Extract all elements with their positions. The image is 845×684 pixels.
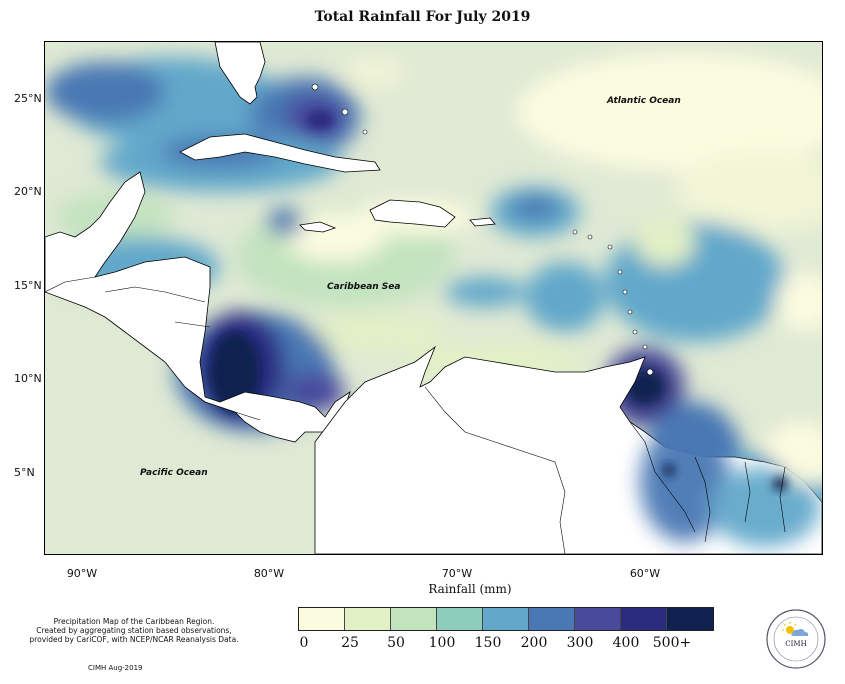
legend-swatch (391, 608, 437, 630)
legend-tick-label: 0 (299, 635, 309, 651)
x-tick-80w: 80°W (253, 567, 285, 580)
legend-tick-label: 500+ (652, 635, 692, 651)
legend-title: Rainfall (mm) (428, 582, 512, 596)
land-hispaniola (369, 199, 456, 228)
legend-tick-label: 50 (387, 635, 405, 651)
legend-swatch (529, 608, 575, 630)
legend-swatch (621, 608, 667, 630)
caribbean-sea-label: Caribbean Sea (327, 282, 401, 292)
legend-tick-label: 150 (474, 635, 502, 651)
x-tick-70w: 70°W (441, 567, 473, 580)
x-tick-60w: 60°W (629, 567, 661, 580)
legend-colorbar (298, 607, 714, 631)
legend-tick-label: 400 (612, 635, 640, 651)
y-tick-10n: 10°N (14, 372, 42, 385)
pacific-ocean-label: Pacific Ocean (140, 468, 208, 478)
lesser-antilles (311, 83, 654, 376)
rainfall-map: Atlantic Ocean Caribbean Sea Pacific Oce… (44, 41, 823, 555)
land-puerto-rico (469, 217, 496, 227)
caption-line-3: provided by CariCOF, with NCEP/NCAR Rean… (29, 635, 239, 644)
land-cuba (179, 133, 381, 173)
legend-tick-label: 300 (566, 635, 594, 651)
legend-tick-label: 100 (428, 635, 456, 651)
guiana-rain (640, 422, 822, 547)
cimh-logo: CIMH (765, 608, 827, 670)
legend-swatch (345, 608, 391, 630)
rainfall-darkcore (210, 110, 786, 490)
legend-swatch (437, 608, 483, 630)
rainfall-map-svg (45, 42, 822, 554)
legend-swatch (299, 608, 345, 630)
legend-tick-label: 25 (341, 635, 359, 651)
y-tick-5n: 5°N (14, 466, 35, 479)
legend-swatch (483, 608, 529, 630)
y-tick-20n: 20°N (14, 185, 42, 198)
sun-cloud-icon: CIMH (766, 609, 826, 669)
credit-text: CIMH Aug-2019 (88, 664, 143, 672)
x-tick-90w: 90°W (66, 567, 98, 580)
country-borders (45, 276, 786, 554)
land-central-america (45, 171, 351, 443)
legend-swatch (575, 608, 621, 630)
guiana-core (663, 464, 787, 491)
y-tick-15n: 15°N (14, 279, 42, 292)
map-caption: Precipitation Map of the Caribbean Regio… (14, 617, 254, 644)
caption-line-1: Precipitation Map of the Caribbean Regio… (53, 617, 215, 626)
land-florida (214, 42, 266, 105)
logo-text: CIMH (785, 640, 806, 648)
legend-swatch (667, 608, 713, 630)
land-jamaica (299, 221, 337, 233)
caption-line-2: Created by aggregating station based obs… (36, 626, 232, 635)
rainfall-contours (45, 52, 822, 552)
y-tick-25n: 25°N (14, 92, 42, 105)
legend-tick-label: 200 (520, 635, 548, 651)
map-title: Total Rainfall For July 2019 (314, 9, 531, 25)
atlantic-ocean-label: Atlantic Ocean (607, 96, 681, 106)
